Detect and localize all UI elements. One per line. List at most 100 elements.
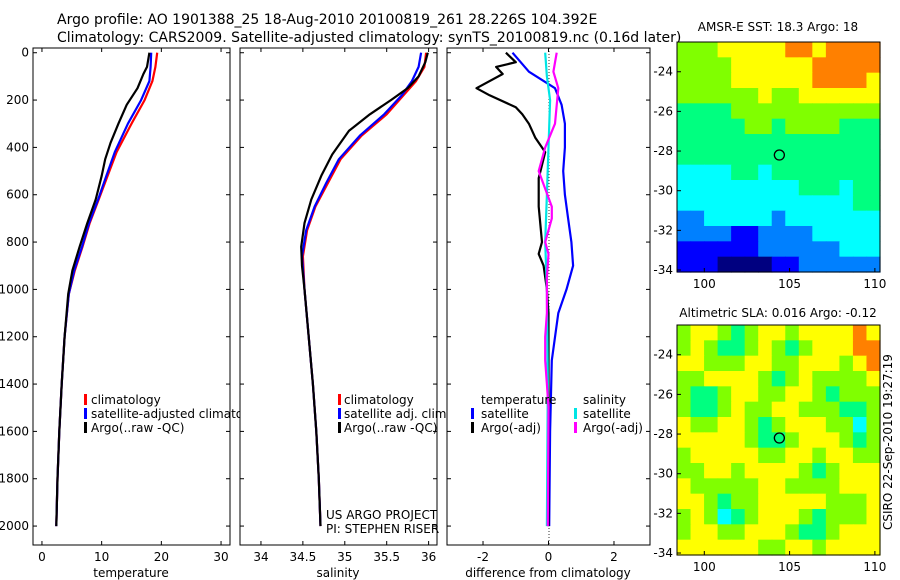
sla_map-lat-label: -24 (653, 348, 673, 362)
sst_map-cell (758, 226, 773, 242)
sst_map-cell (677, 164, 692, 181)
sla_map-cell (785, 355, 800, 372)
sst-map-title: AMSR-E SST: 18.3 Argo: 18 (698, 20, 858, 34)
sla-lon-axis: 100 105 110 (693, 551, 886, 574)
sst_map-cell (771, 180, 786, 196)
difference-series-temperature-argo-adj (475, 51, 550, 527)
sla_map-cell (758, 509, 773, 525)
sst_map-cell (798, 103, 813, 120)
sst_map-cell (771, 103, 786, 120)
sst_map-cell (785, 118, 800, 135)
sst_map-cell (731, 88, 746, 104)
sst_map-lat-label: -24 (653, 65, 673, 79)
sla_map-cell (704, 463, 719, 479)
temperature-xtick-label: 30 (213, 550, 228, 564)
sla_map-cell (798, 478, 813, 495)
sst_map-cell (785, 42, 800, 58)
sla_map-cell (690, 355, 705, 372)
sst_map-cell (704, 180, 719, 196)
temperature-legend-climatology: climatology (91, 393, 161, 407)
sst_map-cell (771, 241, 786, 258)
sst_map-cell (839, 134, 854, 150)
sla-argo-position-marker (773, 432, 786, 444)
sst_map-cell (704, 134, 719, 150)
sst_map-cell (812, 88, 827, 104)
sst-map-cells (677, 42, 881, 273)
sla_map-cell (690, 401, 705, 418)
salinity-legend-argo-swatch (338, 422, 341, 433)
salinity-legend-satellite-swatch (338, 408, 341, 419)
depth-tick-label: 1800 (0, 472, 29, 486)
difference-profile-panel: -2 0 2 difference from climatology tempera… (446, 47, 651, 580)
sla_map-cell (785, 478, 800, 495)
sst_map-cell (798, 195, 813, 212)
sla_map-cell (717, 524, 732, 541)
sla_map-cell (785, 509, 800, 525)
difference-series-salinity-argo-adj (537, 52, 560, 527)
depth-tick-label: 1200 (0, 330, 29, 344)
sst_map-cell (852, 226, 868, 242)
sst_map-cell (852, 180, 868, 196)
sla_map-cell (812, 478, 827, 495)
difference-legend-sal-argo-swatch (574, 422, 577, 433)
sst_map-cell (825, 118, 840, 135)
sla_map-lat-label: -28 (653, 427, 673, 441)
sst_map-cell (744, 180, 759, 196)
sla_map-cell (852, 524, 868, 541)
sst_map-lat-label: -30 (653, 184, 673, 198)
sst_map-cell (852, 57, 868, 74)
sla_map-cell (744, 355, 759, 372)
sla_map-cell (758, 355, 773, 372)
sst_map-cell (812, 256, 827, 273)
sla_map-cell (825, 478, 840, 495)
sst_map-cell (825, 103, 840, 120)
sla_map-cell (839, 371, 854, 387)
sla_map-cell (866, 371, 881, 387)
sst_map-cell (717, 256, 732, 273)
sla_map-cell (758, 463, 773, 479)
sla_map-cell (798, 493, 813, 510)
sla_map-cell (771, 371, 786, 387)
sst_map-cell (690, 180, 705, 196)
sla_map-cell (852, 417, 868, 433)
sst_map-cell (731, 195, 746, 212)
sst_map-cell (717, 210, 732, 227)
sst_map-cell (758, 72, 773, 89)
sst_map-cell (704, 241, 719, 258)
sla_map-cell (866, 386, 881, 403)
sla_map-cell (677, 355, 692, 372)
sla_map-cell (866, 478, 881, 495)
legend-header-temperature: temperature (481, 393, 556, 407)
sla_map-cell (744, 401, 759, 418)
difference-legend-temp-satellite-swatch (471, 408, 474, 419)
temperature-plot-frame (32, 47, 231, 546)
sla_map-cell (785, 447, 800, 464)
sla_map-cell (704, 401, 719, 418)
sla_map-cell (744, 386, 759, 403)
sst_map-cell (744, 149, 759, 166)
sst_map-cell (839, 256, 854, 273)
sla_map-cell (798, 509, 813, 525)
sla_map-cell (704, 340, 719, 357)
sla_map-cell (717, 417, 732, 433)
sst_map-cell (677, 103, 692, 120)
legend-temp-argo: Argo(-adj) (481, 421, 541, 435)
sst_map-cell (825, 72, 840, 89)
sst_map-cell (785, 195, 800, 212)
sst_map-cell (758, 195, 773, 212)
sst_map-cell (812, 134, 827, 150)
sst_map-lon-label: 110 (863, 277, 886, 291)
sst_map-cell (839, 210, 854, 227)
sla_map-cell (798, 340, 813, 357)
sst_map-cell (866, 241, 881, 258)
sla_map-lon-label: 105 (778, 560, 801, 574)
salinity-legend: climatology satellite adj. clim. Argo(..… (338, 393, 450, 435)
sst_map-cell (785, 256, 800, 273)
sst_map-cell (866, 195, 881, 212)
sla_map-cell (758, 524, 773, 541)
sst_map-cell (758, 57, 773, 74)
sst_map-cell (771, 88, 786, 104)
sla_map-cell (677, 432, 692, 449)
sla_map-cell (839, 509, 854, 525)
depth-tick-label: 0 (21, 46, 29, 60)
